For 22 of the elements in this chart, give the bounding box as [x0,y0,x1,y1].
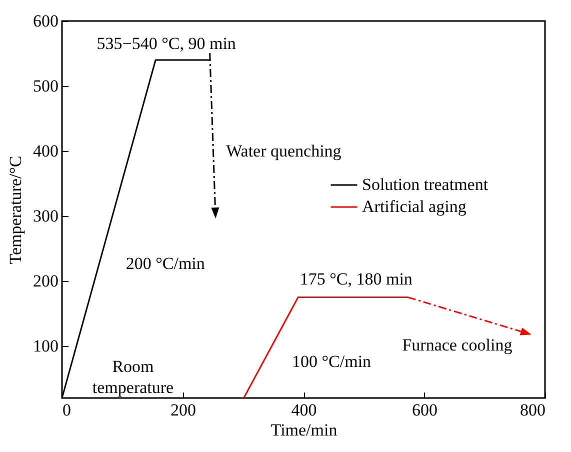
x-axis-title: Time/min [270,420,338,440]
y-tick-label: 200 [33,272,58,290]
annotation: Furnace cooling [402,336,513,355]
y-tick-label: 300 [33,206,58,226]
annotation: Room temperature [92,357,174,398]
legend-label: Solution treatment [362,175,488,194]
y-tick-label: 500 [33,76,58,96]
x-tick-label: 400 [291,400,317,420]
legend-label: Artificial aging [362,197,467,216]
y-tick-label: 400 [33,142,58,160]
annotation: 175 °C, 180 min [300,270,413,289]
annotation: 535−540 °C, 90 min [96,34,236,53]
x-tick-label: 200 [170,400,196,420]
y-tick-label: 100 [33,336,58,356]
y-axis-title: Temperature/°C [6,156,25,264]
annotation: 200 °C/min [126,254,206,273]
x-tick-label: 800 [520,400,546,420]
x-tick-label: 0 [62,400,71,420]
annotation: 100 °C/min [292,352,372,371]
annotation: Water quenching [226,141,342,160]
x-tick-label: 600 [412,400,438,420]
y-tick-label: 600 [33,12,58,30]
